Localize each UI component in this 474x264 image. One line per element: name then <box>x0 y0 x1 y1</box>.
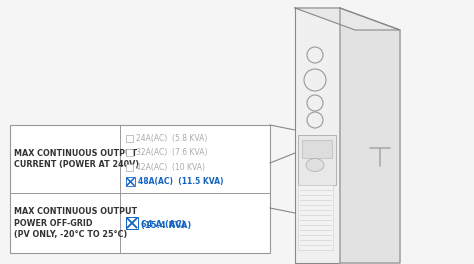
Bar <box>302 140 332 158</box>
Text: 64 A (AC): 64 A (AC) <box>141 220 185 229</box>
Text: 42A(AC)  (10 KVA): 42A(AC) (10 KVA) <box>136 163 205 172</box>
Bar <box>126 164 133 171</box>
Bar <box>298 185 333 250</box>
Text: (15.4 KVA): (15.4 KVA) <box>141 221 191 230</box>
Bar <box>126 177 135 186</box>
Text: 32A(AC)  (7.6 KVA): 32A(AC) (7.6 KVA) <box>136 148 208 157</box>
Text: MAX CONTINUOUS OUTPUT
CURRENT (POWER AT 240V): MAX CONTINUOUS OUTPUT CURRENT (POWER AT … <box>14 149 139 169</box>
Bar <box>295 8 340 263</box>
Polygon shape <box>295 8 400 30</box>
Ellipse shape <box>306 158 324 172</box>
Bar <box>10 125 270 253</box>
Polygon shape <box>340 8 400 263</box>
Bar <box>126 135 133 142</box>
Bar <box>126 217 138 229</box>
Text: 48A(AC)  (11.5 KVA): 48A(AC) (11.5 KVA) <box>138 177 224 186</box>
Bar <box>298 135 336 185</box>
Text: MAX CONTINUOUS OUTPUT
POWER OFF-GRID
(PV ONLY, -20°C TO 25°C): MAX CONTINUOUS OUTPUT POWER OFF-GRID (PV… <box>14 207 137 239</box>
Bar <box>126 149 133 156</box>
Text: 24A(AC)  (5.8 KVA): 24A(AC) (5.8 KVA) <box>136 134 207 143</box>
